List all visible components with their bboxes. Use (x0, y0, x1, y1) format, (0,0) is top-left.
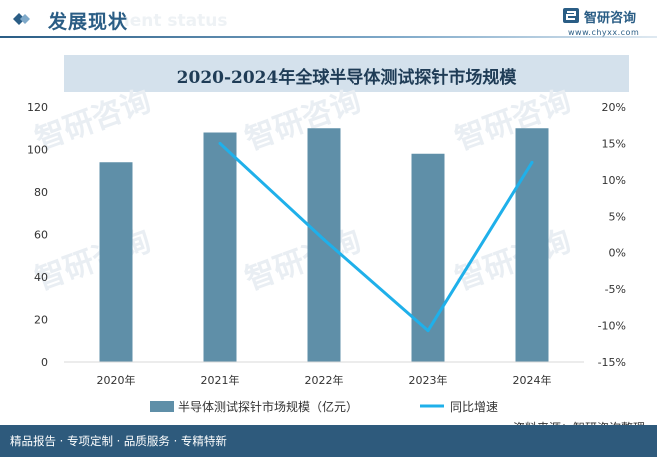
header-ghost-text: ment status (112, 11, 228, 31)
right-tick-label: 20% (602, 101, 626, 114)
right-tick-label: -5% (605, 283, 626, 296)
section-title: 发展现状 (48, 11, 129, 33)
right-tick-label: 15% (602, 137, 626, 150)
watermark-text: 智研咨询 (31, 84, 156, 158)
right-tick-label: 10% (602, 174, 626, 187)
growth-point (426, 329, 430, 333)
category-label: 2021年 (201, 373, 240, 387)
bar-series (64, 128, 584, 363)
header-divider (0, 36, 657, 38)
right-tick-label: -10% (598, 320, 626, 333)
left-tick-label: 120 (27, 101, 48, 114)
brand-logo-icon (563, 8, 579, 23)
category-axis: 2020年 2021年 2022年 2023年 2024年 (97, 373, 552, 387)
growth-point (322, 238, 326, 242)
growth-point (218, 141, 222, 145)
left-tick-label: 0 (41, 356, 48, 369)
category-label: 2023年 (409, 373, 448, 387)
bar (307, 128, 341, 362)
watermark-text: 智研咨询 (31, 224, 156, 298)
left-tick-label: 40 (34, 271, 48, 284)
brand-url: www.chyxx.com (568, 28, 640, 37)
growth-point (530, 160, 534, 164)
bar (99, 162, 133, 362)
category-label: 2024年 (513, 373, 552, 387)
chart-title-band: 2020-2024年全球半导体测试探针市场规模 (64, 55, 629, 92)
footer-tagline: 精品报告 · 专项定制 · 品质服务 · 专精特新 (10, 434, 227, 448)
right-tick-label: -15% (598, 356, 626, 369)
watermark-text: 智研咨询 (451, 224, 576, 298)
right-tick-label: 0% (609, 247, 626, 260)
right-axis: -15% -10% -5% 0% 5% 10% 15% 20% (598, 101, 626, 369)
watermark-text: 智研咨询 (241, 84, 366, 158)
bar (411, 153, 445, 362)
legend-line-label: 同比增速 (450, 400, 498, 414)
chart-title: 2020-2024年全球半导体测试探针市场规模 (176, 68, 517, 88)
right-tick-label: 5% (609, 210, 626, 223)
double-chevron-icon (13, 13, 30, 25)
bar (203, 132, 237, 362)
footer-bar: 精品报告 · 专项定制 · 品质服务 · 专精特新 (0, 425, 657, 457)
category-label: 2020年 (97, 373, 136, 387)
section-header: ment status 发展现状 智研咨询 www.chyxx.com (0, 0, 657, 40)
bar (515, 128, 549, 362)
growth-line (218, 142, 534, 333)
left-axis: 0 20 40 60 80 100 120 (27, 101, 48, 369)
left-tick-label: 100 (27, 144, 48, 157)
left-tick-label: 20 (34, 314, 48, 327)
left-tick-label: 60 (34, 229, 48, 242)
watermark-text: 智研咨询 (451, 84, 576, 158)
line-series (218, 141, 534, 333)
left-tick-label: 80 (34, 186, 48, 199)
category-label: 2022年 (305, 373, 344, 387)
legend: 半导体测试探针市场规模（亿元） 同比增速 (150, 399, 498, 414)
legend-bar-label: 半导体测试探针市场规模（亿元） (178, 399, 358, 414)
brand-name: 智研咨询 (584, 11, 637, 26)
legend-bar-swatch (150, 401, 174, 412)
